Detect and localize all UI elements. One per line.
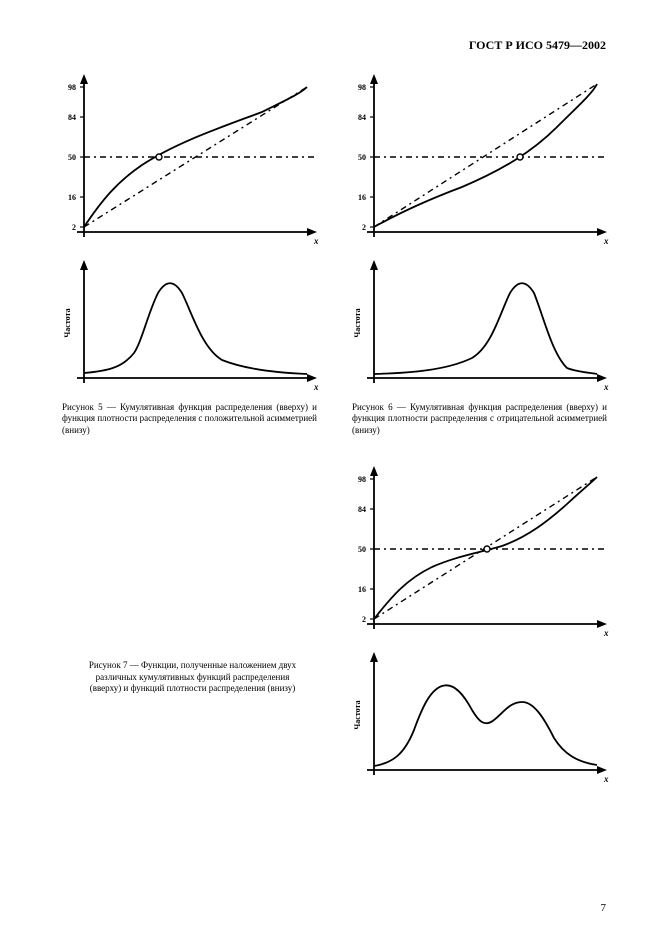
svg-text:84: 84 [358, 505, 366, 514]
page-number: 7 [601, 902, 607, 914]
fig5-caption: Рисунок 5 — Кумулятивная функция распред… [62, 402, 317, 436]
fig5-pdf-svg: Частота x [62, 258, 322, 398]
intersection-marker [156, 154, 162, 160]
ylabel-pdf: Частота [353, 700, 362, 729]
svg-text:98: 98 [358, 83, 366, 92]
fig6-caption: Рисунок 6 — Кумулятивная функция распред… [352, 402, 607, 436]
fig5-cdf-svg: 2 16 50 84 98 Кумулятивная относительная… [62, 72, 322, 247]
pdf-curve [374, 283, 597, 374]
ytick-16: 16 [68, 193, 76, 202]
fig7-cdf-svg: 2 16 50 84 98 Кумулятивная относительная… [352, 464, 612, 639]
fig5-pdf: Частота x Рисунок 5 — Кумулятивная функц… [62, 258, 322, 436]
fig6-cdf-svg: 2 16 50 84 98 Кумулятивная относительная… [352, 72, 612, 247]
svg-text:16: 16 [358, 585, 366, 594]
fig6-pdf-svg: Частота x [352, 258, 612, 398]
svg-text:50: 50 [358, 153, 366, 162]
fig6-cdf: 2 16 50 84 98 Кумулятивная относительная… [352, 72, 612, 247]
pdf-curve [84, 283, 307, 374]
xlabel: x [313, 236, 319, 246]
svg-text:50: 50 [358, 545, 366, 554]
ytick-98: 98 [68, 83, 76, 92]
ytick-2: 2 [72, 223, 76, 232]
intersection-marker [484, 546, 490, 552]
diag-line [374, 84, 597, 227]
intersection-marker [517, 154, 523, 160]
fig5-cdf: 2 16 50 84 98 Кумулятивная относительная… [62, 72, 322, 247]
fig7-pdf-svg: Частота x [352, 650, 612, 790]
svg-text:2: 2 [362, 223, 366, 232]
ytick-50: 50 [68, 153, 76, 162]
svg-text:98: 98 [358, 475, 366, 484]
fig7-pdf: Частота x [352, 650, 612, 790]
fig6-pdf: Частота x Рисунок 6 — Кумулятивная функц… [352, 258, 612, 436]
fig7-caption: Рисунок 7 — Функции, полученные наложени… [80, 660, 305, 695]
xlabel: x [603, 628, 609, 638]
svg-text:2: 2 [362, 615, 366, 624]
fig7-cdf: 2 16 50 84 98 Кумулятивная относительная… [352, 464, 612, 639]
svg-text:84: 84 [358, 113, 366, 122]
xlabel: x [603, 382, 609, 392]
xlabel: x [603, 236, 609, 246]
xlabel: x [603, 774, 609, 784]
svg-text:16: 16 [358, 193, 366, 202]
ylabel-pdf: Частота [353, 308, 362, 337]
document-header: ГОСТ Р ИСО 5479—2002 [469, 38, 606, 53]
xlabel: x [313, 382, 319, 392]
ylabel-pdf: Частота [63, 308, 72, 337]
pdf-curve [374, 685, 597, 766]
ytick-84: 84 [68, 113, 76, 122]
